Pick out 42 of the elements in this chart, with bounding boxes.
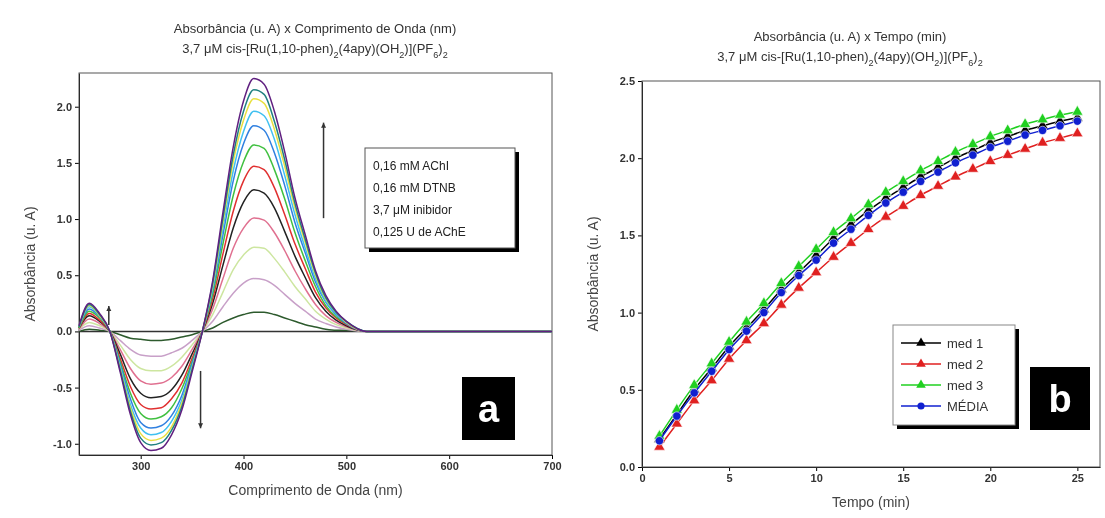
y-tick-label: -1.0 bbox=[53, 437, 72, 450]
x-tick-label: 5 bbox=[726, 471, 733, 484]
legend-label: med 1 bbox=[947, 336, 984, 351]
x-tick-label: 20 bbox=[984, 471, 997, 484]
x-tick-label: 700 bbox=[543, 459, 562, 472]
annotation: 3,7 μM inibidor bbox=[373, 203, 452, 217]
legend-label: MÉDIA bbox=[947, 399, 989, 414]
chart-title: Absorbância (u. A) x Tempo (min) bbox=[753, 29, 947, 44]
annotation: 0,16 mM AChI bbox=[373, 159, 450, 173]
y-tick-label: 2.0 bbox=[619, 152, 635, 165]
x-tick-label: 300 bbox=[132, 459, 151, 472]
legend-label: med 2 bbox=[947, 357, 984, 372]
y-tick-label: -0.5 bbox=[53, 381, 72, 394]
y-tick-label: 1.0 bbox=[56, 213, 72, 226]
y-tick-label: 0.5 bbox=[56, 269, 72, 282]
x-tick-label: 0 bbox=[639, 471, 646, 484]
x-tick-label: 15 bbox=[897, 471, 910, 484]
y-tick-label: 2.0 bbox=[56, 100, 72, 113]
x-tick-label: 600 bbox=[440, 459, 459, 472]
legend-label: med 3 bbox=[947, 378, 984, 393]
chart-subtitle: 3,7 μM cis-[Ru(1,10-phen)$_{2}$(4apy)(OH$_{2}$)](PF$_{6}$)$_{2}$ bbox=[182, 41, 448, 60]
annotation: a bbox=[477, 387, 500, 430]
x-tick-label: 25 bbox=[1071, 471, 1084, 484]
y-tick-label: 0.0 bbox=[619, 461, 635, 474]
y-tick-label: 1.0 bbox=[619, 306, 635, 319]
x-axis-title: Comprimento de Onda (nm) bbox=[228, 482, 403, 498]
y-axis-title: Absorbância (u. A) bbox=[585, 216, 601, 332]
y-tick-label: 0.0 bbox=[56, 325, 72, 338]
annotation: b bbox=[1048, 377, 1072, 420]
y-tick-label: 2.5 bbox=[619, 75, 635, 88]
y-axis-title: Absorbância (u. A) bbox=[22, 206, 38, 322]
y-tick-label: 0.5 bbox=[619, 383, 635, 396]
x-tick-label: 10 bbox=[810, 471, 823, 484]
x-tick-label: 400 bbox=[234, 459, 254, 472]
x-axis-title: Tempo (min) bbox=[832, 494, 910, 510]
annotation: 0,125 U de AChE bbox=[373, 225, 466, 239]
y-tick-label: 1.5 bbox=[619, 229, 635, 242]
annotation: 0,16 mM DTNB bbox=[373, 181, 456, 195]
chart-title: Absorbância (u. A) x Comprimento de Onda (nm) bbox=[173, 21, 457, 36]
x-tick-label: 500 bbox=[337, 459, 357, 472]
y-tick-label: 1.5 bbox=[56, 156, 72, 169]
chart-subtitle: 3,7 μM cis-[Ru(1,10-phen)$_{2}$(4apy)(OH$_{2}$)](PF$_{6}$)$_{2}$ bbox=[717, 49, 983, 68]
